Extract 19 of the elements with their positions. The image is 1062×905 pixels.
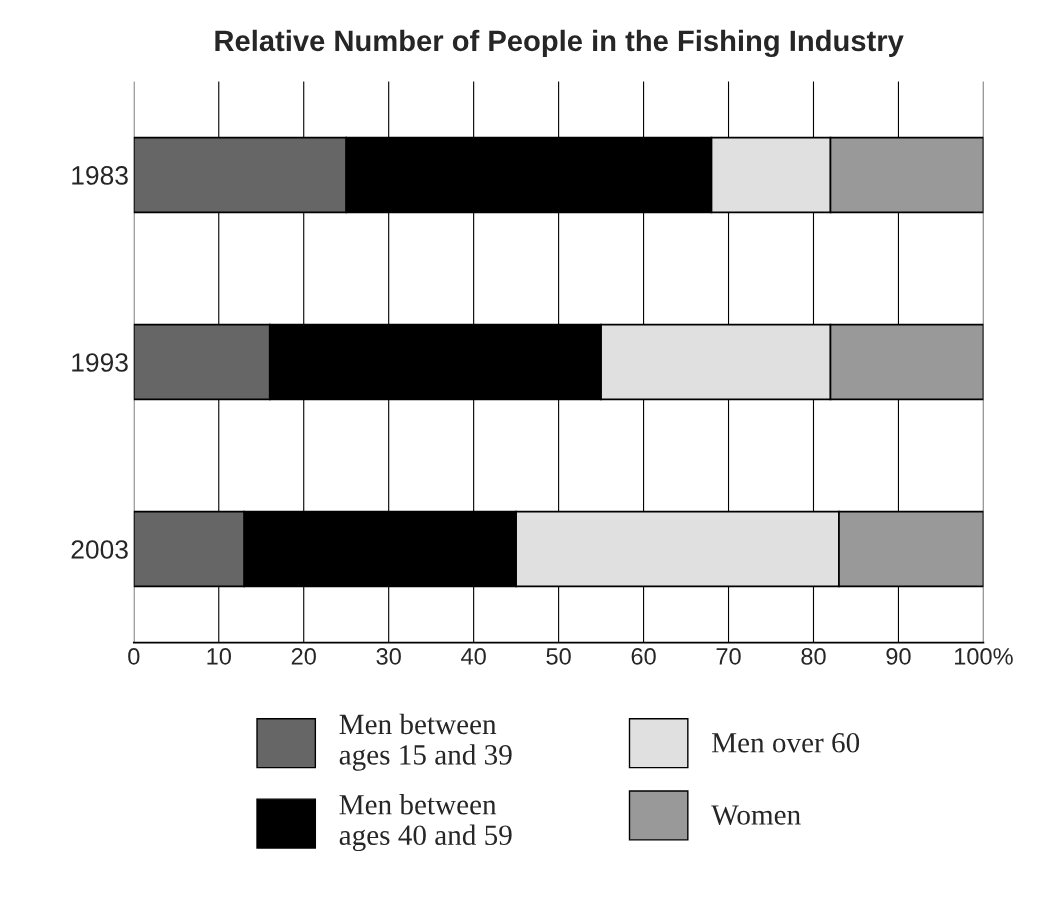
x-tick-label: 80 — [801, 648, 826, 665]
x-tick-label: 100% — [955, 648, 1013, 665]
legend-label: Men between ages 40 and 59 — [339, 794, 512, 852]
x-tick-label: 50 — [546, 648, 571, 665]
x-tick-label: 30 — [376, 648, 401, 665]
legend-label: Women — [711, 805, 801, 825]
x-tick-label: 10 — [207, 648, 231, 665]
legend-label: Men between ages 15 and 39 — [339, 713, 512, 771]
x-tick-label: 70 — [716, 648, 741, 665]
x-tick-label: 40 — [461, 648, 486, 665]
x-tick-label: 90 — [886, 648, 911, 665]
chart-title: Relative Number of People in the Fishing Industry — [215, 29, 904, 58]
y-tick-label: 1993 — [72, 353, 128, 372]
y-tick-label: 2003 — [71, 540, 128, 559]
legend-label: Men over 60 — [712, 732, 860, 753]
x-tick-label: 60 — [631, 648, 656, 665]
y-tick-label: 1983 — [72, 166, 128, 185]
x-tick-label: 0 — [128, 648, 140, 665]
x-tick-label: 20 — [291, 648, 316, 665]
